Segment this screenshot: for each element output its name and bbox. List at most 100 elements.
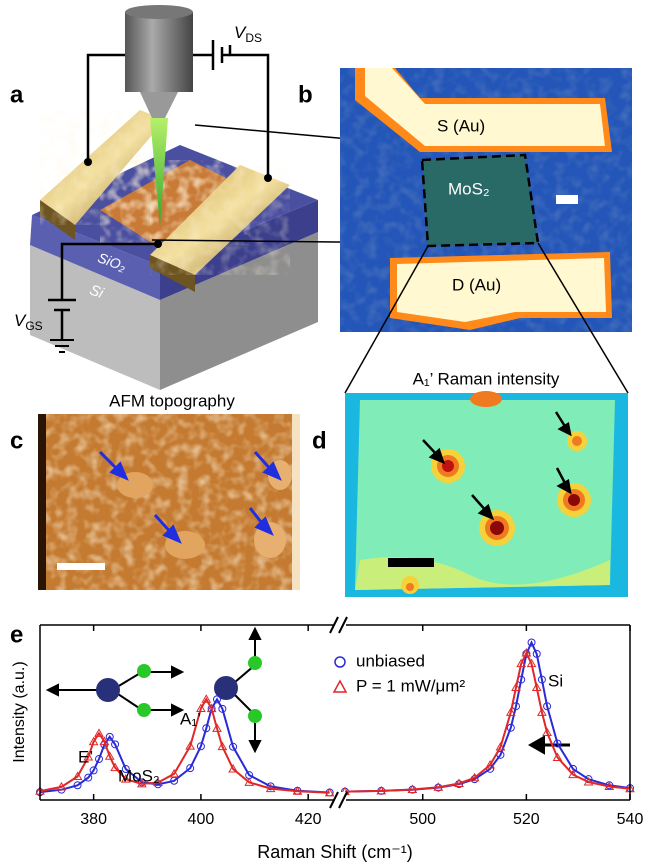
- raman-map-part-part: [490, 521, 504, 535]
- vds-label-part: V: [234, 23, 247, 42]
- vibration-mode-diagram-part: [248, 626, 262, 640]
- panel-label: c: [10, 427, 23, 454]
- raman-map-part: [388, 558, 434, 567]
- data-point: [604, 781, 615, 791]
- data-point: [511, 682, 521, 691]
- data-point: [121, 765, 130, 774]
- data-point: [84, 773, 93, 782]
- data-point: [553, 739, 562, 748]
- legend-marker: [334, 656, 346, 668]
- data-point: [568, 769, 578, 779]
- data-point: [583, 776, 594, 786]
- annotation: Si: [548, 671, 563, 690]
- x-tick-label: 420: [295, 811, 322, 828]
- device-schematic-part: [100, 160, 250, 245]
- x-tick-label: 380: [80, 811, 107, 828]
- data-point: [212, 723, 222, 732]
- data-point: [469, 772, 480, 782]
- si-label: Si: [87, 282, 106, 303]
- mos2-label: MoS₂: [448, 179, 490, 198]
- raman-map-part-part: [428, 447, 446, 465]
- panel-label: d: [312, 427, 327, 454]
- optical-image-part: [556, 195, 578, 204]
- data-point: [120, 774, 131, 783]
- data-point: [495, 741, 506, 751]
- data-point: [202, 724, 211, 733]
- data-point: [292, 786, 303, 795]
- data-point: [99, 736, 110, 745]
- panel-title: AFM topography: [109, 391, 235, 410]
- annotation: A₁’: [180, 709, 201, 728]
- vibration-mode-diagram-part: [171, 665, 185, 679]
- data-point: [105, 732, 114, 741]
- raman-map-part-part: [556, 479, 572, 495]
- vds-label-part: DS: [245, 31, 262, 45]
- data-point: [169, 768, 179, 778]
- data-point: [537, 707, 547, 716]
- raman-map-part: [401, 391, 591, 594]
- data-point: [153, 777, 163, 786]
- device-schematic-part: [86, 53, 125, 162]
- data-point: [196, 703, 206, 712]
- optical-image-part: [365, 68, 605, 146]
- panel-title: A₁’ Raman intensity: [413, 369, 560, 388]
- device-schematic-part: [30, 215, 160, 300]
- data-point: [505, 707, 516, 716]
- device-schematic-part: [40, 200, 75, 240]
- raman-map-part-part: [477, 503, 495, 521]
- data-point: [376, 785, 387, 795]
- device-schematic: [30, 5, 526, 390]
- data-point: [229, 742, 238, 751]
- data-point: [89, 766, 98, 775]
- vgs-label: VGS: [14, 311, 43, 333]
- axis-break: [338, 791, 348, 809]
- optical-image-part: [420, 153, 540, 248]
- afm-image-part: [254, 522, 286, 558]
- data-point: [186, 764, 195, 773]
- vgs-label-part: GS: [25, 319, 42, 333]
- data-point: [521, 647, 532, 657]
- device-schematic-part: [160, 200, 318, 300]
- raman-map-part-part: [572, 436, 582, 446]
- data-point: [95, 755, 103, 764]
- data-point: [88, 736, 99, 746]
- raman-map: [345, 391, 628, 597]
- device-schematic-part: [40, 110, 165, 225]
- axis-break: [329, 791, 339, 809]
- afm-image-part: [38, 414, 46, 590]
- data-point: [506, 723, 515, 732]
- device-schematic-part: [60, 242, 158, 300]
- vibration-mode-diagram-part: [137, 664, 151, 678]
- device-schematic-part: [264, 174, 272, 182]
- vds-label: VDS: [234, 23, 262, 45]
- data-point: [83, 751, 94, 761]
- device-schematic-part: [125, 12, 193, 92]
- data-point: [522, 649, 531, 658]
- afm-image-part: [38, 414, 300, 590]
- afm-image-part-part: [254, 516, 274, 536]
- raman-map-part: [422, 411, 572, 521]
- data-point: [228, 764, 238, 773]
- data-point: [56, 781, 67, 791]
- device-schematic-part: [125, 5, 193, 19]
- data-point: [542, 727, 552, 736]
- afm-image-part: [57, 563, 105, 570]
- vgs-label-part: V: [14, 311, 27, 330]
- data-point: [552, 752, 563, 761]
- data-point: [266, 782, 275, 791]
- afm-image-part-part: [262, 461, 282, 481]
- legend-marker: [332, 679, 348, 693]
- data-point: [110, 762, 120, 772]
- vibration-mode-diagram-part: [137, 703, 151, 717]
- data-point: [218, 704, 227, 713]
- axis-break: [338, 616, 348, 634]
- data-point: [485, 759, 495, 769]
- data-point: [206, 703, 217, 713]
- data-point: [217, 741, 228, 751]
- data-point: [527, 638, 536, 647]
- device-schematic-part: [150, 118, 168, 226]
- vibration-mode-diagram: [45, 626, 570, 755]
- vibration-mode-diagram-part: [527, 735, 545, 755]
- optical-image-part: [397, 258, 606, 322]
- device-schematic-part: [160, 232, 318, 390]
